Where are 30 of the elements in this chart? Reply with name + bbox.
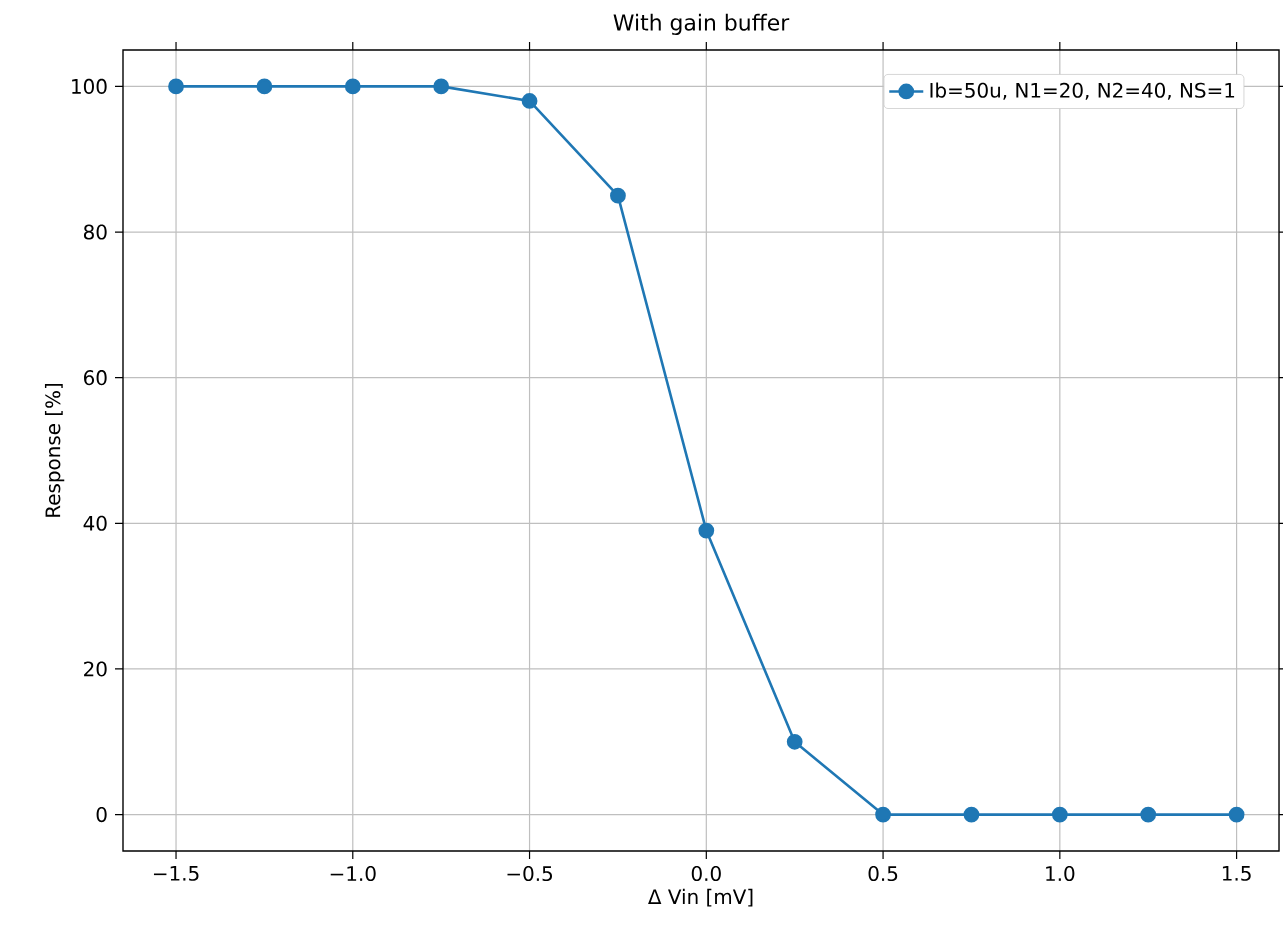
y-tick-label: 100 [72,78,107,94]
point [786,733,803,750]
point [521,93,538,109]
x-tick-label: −1.5 [153,866,199,881]
point [1051,806,1068,823]
y-tick-label: 40 [83,515,107,531]
y-tick-label: 20 [84,661,107,677]
y-axis-title: Response [%] [44,383,65,517]
point [433,78,450,95]
legend-label: Ib=50u, N1=20, N2=40, NS=1 [930,82,1235,100]
x-tick-label: 0.0 [691,866,721,882]
chart-title: With gain buffer [613,13,790,35]
x-tick-label: 1.0 [1046,866,1075,882]
x-axis-title: Δ Vin [mV] [648,888,753,907]
y-tick-label: 0 [96,807,107,823]
point [875,806,891,823]
point [963,806,980,823]
point [610,187,626,204]
x-tick-label: 0.5 [868,866,898,882]
point [344,78,361,95]
x-tick-label: −0.5 [507,866,552,882]
y-tick-label: 60 [84,370,107,386]
point [698,522,715,539]
x-tick-label: −1.0 [330,866,376,882]
point [256,78,273,95]
point [1228,806,1245,823]
y-tick-label: 80 [83,224,107,240]
point [168,78,184,95]
point [1140,806,1157,823]
x-tick-label: 1.5 [1222,866,1251,881]
